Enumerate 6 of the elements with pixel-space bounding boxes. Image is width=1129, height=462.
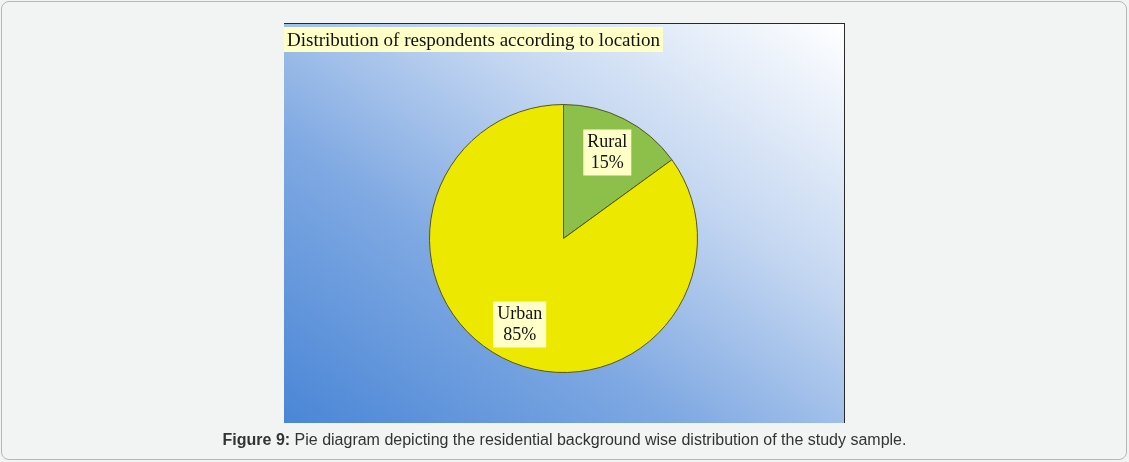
data-label: 15% [590,151,624,172]
data-label: 85% [503,323,537,344]
caption: Figure 9: Pie diagram depicting the residential background wise distribution of the study sample. [221,430,908,450]
slice-label: Rural [587,130,628,151]
slice-label: Urban [497,302,543,323]
chart-title: Distribution of respondents according to location [284,27,664,52]
